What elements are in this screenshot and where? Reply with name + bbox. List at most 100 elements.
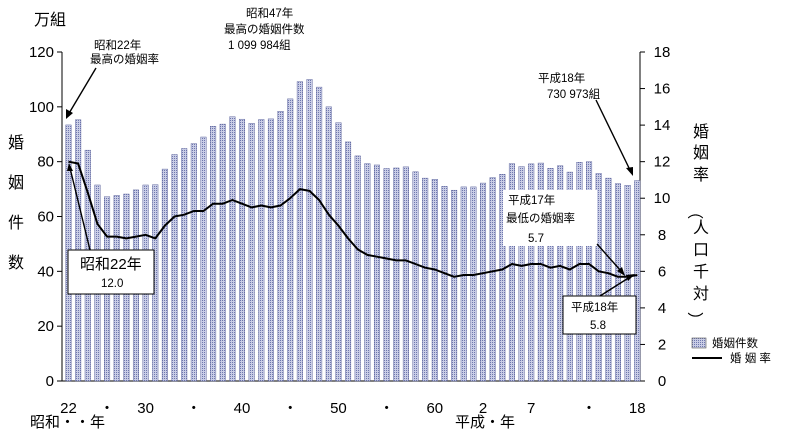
legend: 婚姻件数 婚 姻 率 xyxy=(691,336,771,365)
annotation-text: 最低の婚姻率 xyxy=(506,211,575,225)
annotation-arrow xyxy=(599,276,631,297)
bar-marriage-count xyxy=(422,177,429,382)
annotation-box xyxy=(562,295,637,335)
bar-marriage-count xyxy=(508,163,515,382)
annotation-text: 昭和22年 xyxy=(94,38,141,52)
bar-marriage-count xyxy=(518,166,525,382)
annotation-text: 730 973組 xyxy=(547,88,601,101)
bar-marriage-count xyxy=(489,177,496,382)
left-tick-label: 120 xyxy=(29,44,54,61)
left-tick-group: 0 20 40 60 80 100 120 xyxy=(29,44,62,390)
era-label-heisei: 平成・年 xyxy=(455,414,515,431)
x-tick-label: 40 xyxy=(234,400,251,417)
x-tick-label: 60 xyxy=(426,400,443,417)
bar-marriage-count xyxy=(614,183,621,382)
left-tick-label: 0 xyxy=(46,373,54,390)
right-axis-label-char: 姻 xyxy=(693,144,709,162)
annotation-s47-peak-count: 昭和47年 最高の婚姻件数 1 099 984組 xyxy=(224,6,305,52)
right-axis-label-char: 婚 xyxy=(693,123,709,141)
x-tick-label: 2 xyxy=(479,400,487,417)
bar-marriage-count xyxy=(335,122,342,382)
right-tick-label: 14 xyxy=(654,117,671,134)
annotation-text: 5.8 xyxy=(590,320,606,332)
x-tick-label: ・ xyxy=(379,400,394,417)
bar-marriage-count xyxy=(431,179,438,382)
bar-marriage-count xyxy=(595,173,602,382)
right-axis-label-char: 人 xyxy=(693,219,709,237)
bar-marriage-count xyxy=(248,123,255,382)
annotation-s22-rate-box: 昭和22年 12.0 xyxy=(67,163,155,295)
right-tick-label: 4 xyxy=(658,300,666,317)
left-axis-label-char: 数 xyxy=(8,254,24,272)
left-tick-label: 20 xyxy=(37,318,54,335)
bar-marriage-count xyxy=(287,98,294,382)
bar-marriage-count xyxy=(586,161,593,382)
annotation-arrowhead xyxy=(626,274,635,281)
bar-marriage-count xyxy=(171,154,178,382)
annotation-h17-min-rate-box: 平成17年 最低の婚姻率 5.7 xyxy=(503,190,625,276)
bar-marriage-count xyxy=(316,86,323,382)
annotation-arrow xyxy=(69,167,91,251)
right-axis-label-char: 千 xyxy=(693,263,709,281)
annotation-arrow xyxy=(595,99,631,171)
bar-marriage-count xyxy=(576,162,583,382)
bar-marriage-count xyxy=(460,186,467,382)
annotation-text: 昭和22年 xyxy=(80,256,142,273)
right-tick-label: 12 xyxy=(654,154,671,171)
x-tick-label: 50 xyxy=(330,400,347,417)
annotation-h18-rate-box: 平成18年 5.8 xyxy=(562,274,637,335)
line-series xyxy=(68,160,638,278)
bar-marriage-count xyxy=(161,168,168,382)
line-marriage-rate xyxy=(68,160,638,278)
annotation-text: 1 099 984組 xyxy=(228,39,291,52)
right-tick-label: 10 xyxy=(654,190,671,207)
era-label-showa: 昭和・・年 xyxy=(30,414,105,431)
x-tick-group: 22 ・ 30 ・ 40 ・ 50 ・ 60 2 7 ・ 18 xyxy=(60,400,645,417)
x-tick-label: 7 xyxy=(527,400,535,417)
annotation-text: 平成17年 xyxy=(508,193,555,207)
bar-marriage-count xyxy=(537,162,544,382)
annotation-box xyxy=(503,190,597,246)
bar-marriage-count xyxy=(480,182,487,382)
legend-bar-label: 婚姻件数 xyxy=(712,336,758,350)
x-tick-label: ・ xyxy=(283,400,298,417)
annotation-text: 平成18年 xyxy=(538,71,585,85)
bar-marriage-count xyxy=(296,81,303,382)
right-axis-label-char: ） xyxy=(685,312,704,328)
bar-marriage-count xyxy=(393,167,400,382)
bar-marriage-count xyxy=(412,171,419,382)
bar-marriage-count xyxy=(200,136,207,382)
bar-marriage-count xyxy=(267,118,274,382)
bar-marriage-count xyxy=(383,168,390,382)
bar-marriage-count xyxy=(229,116,236,382)
annotation-h18-count: 平成18年 730 973組 xyxy=(538,71,633,176)
bar-marriage-count xyxy=(441,186,448,382)
bar-marriage-count xyxy=(306,79,313,382)
annotation-arrow xyxy=(596,243,622,272)
annotation-box xyxy=(67,249,155,295)
left-unit-label: 万組 xyxy=(34,11,66,29)
legend-line-label: 婚 姻 率 xyxy=(730,351,771,365)
bar-marriage-count xyxy=(624,185,631,382)
bar-marriage-count xyxy=(190,143,197,382)
right-axis-label-char: 口 xyxy=(693,242,709,259)
left-axis-label-char: 姻 xyxy=(8,174,24,192)
bar-marriage-count xyxy=(402,166,409,382)
right-tick-label: 8 xyxy=(658,227,666,244)
left-tick-label: 100 xyxy=(29,99,54,116)
x-tick-label: ・ xyxy=(100,400,115,417)
x-tick-label: 18 xyxy=(629,400,646,417)
bar-marriage-count xyxy=(373,164,380,382)
bar-marriage-count xyxy=(258,119,265,382)
bar-marriage-count xyxy=(325,106,332,382)
x-tick-label: 22 xyxy=(60,400,77,417)
annotation-arrowhead xyxy=(626,167,633,176)
bar-marriage-count xyxy=(277,111,284,382)
bar-marriage-count xyxy=(239,118,246,382)
left-axis-label-char: 婚 xyxy=(8,134,24,152)
right-axis-label-char: 対 xyxy=(693,285,709,303)
right-tick-label: 18 xyxy=(654,44,671,61)
bar-marriage-count xyxy=(354,155,361,382)
bar-marriage-count xyxy=(557,165,564,382)
